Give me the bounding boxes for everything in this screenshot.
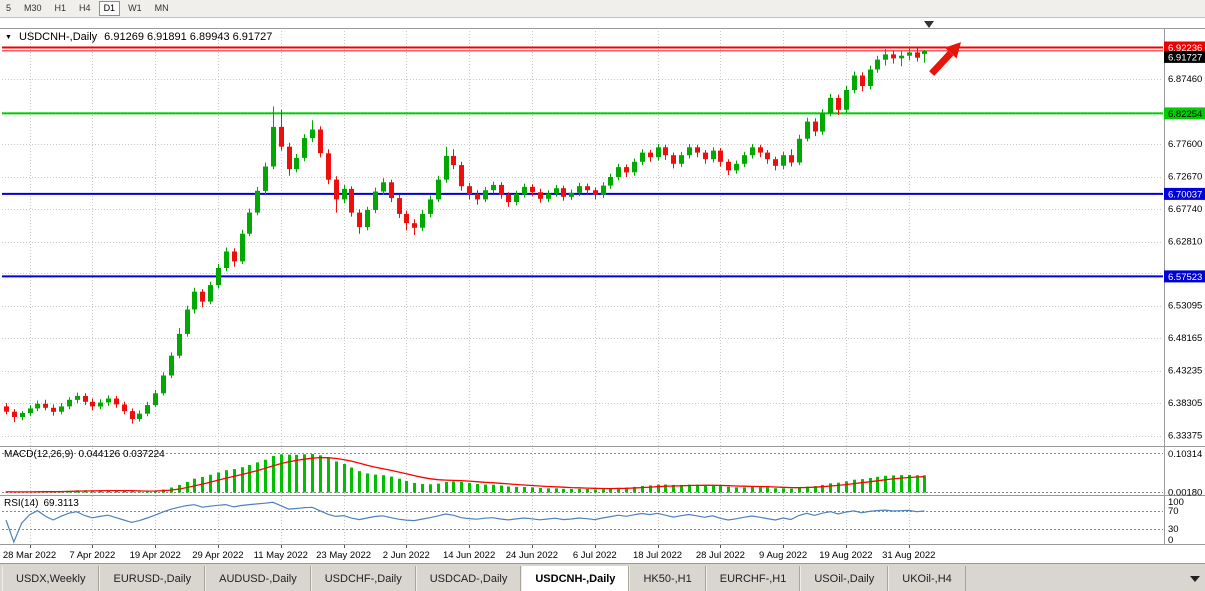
price-axis-label: 6.43235 — [1168, 366, 1202, 377]
price-level-badge — [1164, 50, 1205, 63]
price-axis-label: 6.48165 — [1168, 333, 1202, 344]
macd-values: 0.044126 0.037224 — [78, 449, 165, 460]
date-axis-label: 23 May 2022 — [316, 550, 371, 561]
tab-overflow-icon[interactable] — [1190, 575, 1200, 582]
pane-separators[interactable] — [0, 28, 1205, 545]
title-triangle-icon: ▼ — [5, 33, 12, 41]
chart-ohlc-values: 6.91269 6.91891 6.89943 6.91727 — [104, 31, 273, 43]
macd-signal-line — [5, 456, 925, 493]
timeframe-button-mn[interactable]: MN — [150, 1, 174, 16]
macd-name: MACD(12,26,9) — [4, 449, 74, 460]
rsi-axis-label: 100 — [1168, 497, 1184, 508]
price-level-badge-text: 6.92236 — [1168, 43, 1202, 54]
price-axis-label: 6.62810 — [1168, 237, 1202, 248]
date-axis-label: 18 Jul 2022 — [633, 550, 682, 561]
chart-tab-usdchf-daily[interactable]: USDCHF-,Daily — [310, 566, 416, 591]
date-axis-label: 31 Aug 2022 — [882, 550, 935, 561]
chart-shift-marker[interactable] — [924, 21, 934, 28]
price-axis-label: 6.38305 — [1168, 398, 1202, 409]
timeframe-button-h1[interactable]: H1 — [50, 1, 72, 16]
chart-title: ▼ USDCNH-,Daily 6.91269 6.91891 6.89943 … — [5, 31, 272, 43]
timeframe-button-w1[interactable]: W1 — [123, 1, 147, 16]
trend-arrow[interactable] — [929, 42, 961, 76]
timeframe-button-d1[interactable]: D1 — [98, 1, 121, 16]
price-axis-label: 6.77600 — [1168, 139, 1202, 150]
price-level-badge-text: 6.91727 — [1168, 52, 1202, 63]
date-axis-label: 9 Aug 2022 — [759, 550, 807, 561]
chart-symbol-title: USDCNH-,Daily — [18, 31, 98, 43]
price-axis-label: 6.87460 — [1168, 74, 1202, 85]
price-axis: 6.87460 6.77600 6.72670 6.67740 6.62810 6.530… — [1164, 41, 1205, 442]
macd-pane: 0.10314 0.00180 — [2, 449, 1202, 499]
chart-tab-ukoil-h4[interactable]: UKOil-,H4 — [888, 566, 966, 591]
timeframe-button-h4[interactable]: H4 — [74, 1, 96, 16]
date-axis-label: 19 Apr 2022 — [130, 550, 181, 561]
chart-area: 0.10314 0.00180 100 70 30 0 6.87460 6.77600 6.72… — [0, 18, 1205, 563]
rsi-line — [5, 501, 925, 544]
macd-label: MACD(12,26,9) 0.044126 0.037224 — [4, 449, 170, 460]
rsi-name: RSI(14) — [4, 498, 39, 509]
chart-tab-bar: USDX,Weekly EURUSD-,Daily AUDUSD-,Daily USD… — [0, 563, 1205, 591]
macd-axis-label: 0.00180 — [1168, 488, 1202, 499]
chart-tab-usdcnh-daily[interactable]: USDCNH-,Daily — [521, 566, 630, 591]
rsi-value: 69.3113 — [43, 498, 79, 509]
price-level-badge-text: 6.57523 — [1168, 272, 1202, 283]
date-axis-label: 6 Jul 2022 — [573, 550, 617, 561]
price-level-badge — [1164, 187, 1205, 200]
chart-tab-usdcad-daily[interactable]: USDCAD-,Daily — [415, 566, 522, 591]
chart-tab-audusd-daily[interactable]: AUDUSD-,Daily — [205, 566, 311, 591]
chart-tab-usdx-weekly[interactable]: USDX,Weekly — [2, 566, 100, 591]
date-axis-label: 29 Apr 2022 — [192, 550, 243, 561]
date-axis-label: 11 May 2022 — [254, 550, 308, 561]
rsi-label: RSI(14) 69.3113 — [4, 498, 84, 509]
candles-layer — [4, 47, 927, 424]
tab-bar-end — [1190, 566, 1205, 591]
chart-tab-eurusd-daily[interactable]: EURUSD-,Daily — [99, 566, 206, 591]
price-axis-label: 6.33375 — [1168, 431, 1202, 442]
date-axis-label: 14 Jun 2022 — [443, 550, 495, 561]
price-axis-label: 6.72670 — [1168, 172, 1202, 183]
price-axis-label: 6.53095 — [1168, 301, 1202, 312]
timeframe-button-m30[interactable]: M30 — [19, 1, 47, 16]
price-level-badge-text: 6.70037 — [1168, 189, 1202, 200]
level-lines-layer[interactable] — [2, 46, 1163, 278]
price-axis-label: 6.67740 — [1168, 204, 1202, 215]
timeframe-button-5[interactable]: 5 — [1, 1, 16, 16]
price-level-badge-text: 6.82254 — [1168, 109, 1202, 120]
chart-tab-usoil-daily[interactable]: USOil-,Daily — [800, 566, 889, 591]
rsi-axis-label: 0 — [1168, 535, 1173, 546]
price-level-badge — [1164, 107, 1205, 120]
date-axis-label: 19 Aug 2022 — [819, 550, 872, 561]
date-axis-label: 24 Jun 2022 — [506, 550, 558, 561]
date-axis-label: 28 Jul 2022 — [696, 550, 745, 561]
date-axis-label: 7 Apr 2022 — [69, 550, 115, 561]
date-axis: 28 Mar 2022 7 Apr 2022 19 Apr 2022 29 Apr 2… — [3, 545, 935, 561]
date-axis-label: 28 Mar 2022 — [3, 550, 56, 561]
timeframe-toolbar: 5 M30 H1 H4 D1 W1 MN — [0, 0, 1205, 18]
rsi-axis-label: 70 — [1168, 506, 1179, 517]
chart-tab-eurchf-h1[interactable]: EURCHF-,H1 — [705, 566, 801, 591]
chart-tab-hk50-h1[interactable]: HK50-,H1 — [629, 566, 706, 591]
rsi-axis-label: 30 — [1168, 524, 1179, 535]
price-level-badge — [1164, 41, 1205, 54]
price-level-badge — [1164, 270, 1205, 283]
date-axis-label: 2 Jun 2022 — [383, 550, 430, 561]
macd-axis-label: 0.10314 — [1168, 449, 1202, 460]
